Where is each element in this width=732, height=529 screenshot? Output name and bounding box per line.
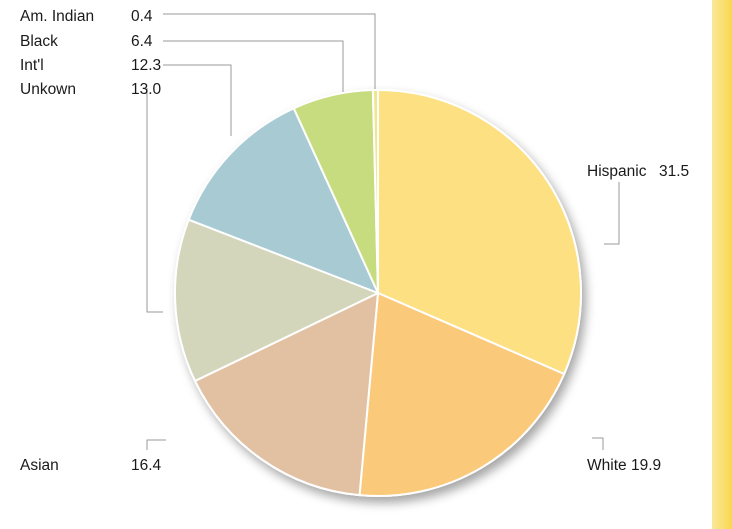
- value-black: 6.4: [131, 33, 153, 50]
- pie-slice-unkown: [174, 218, 379, 382]
- label-hispanic: Hispanic: [587, 163, 647, 180]
- leader-line-hispanic: [604, 182, 620, 245]
- accent-stripe: [712, 0, 732, 529]
- label-white: White: [587, 457, 627, 474]
- leader-line-white: [592, 437, 604, 450]
- leader-line-intl: [163, 64, 232, 136]
- label-black: Black: [20, 33, 58, 50]
- leader-line-unkown: [146, 88, 163, 313]
- label-unkown: Unkown: [20, 81, 76, 98]
- label-asian: Asian: [20, 457, 59, 474]
- pie-slice-asian: [194, 292, 379, 497]
- value-intl: 12.3: [131, 57, 161, 74]
- value-hispanic: 31.5: [659, 163, 689, 180]
- pie-slice-int-l: [187, 107, 379, 294]
- label-intl: Int'l: [20, 57, 44, 74]
- value-am-indian: 0.4: [131, 8, 153, 25]
- leader-line-am-indian: [163, 13, 376, 90]
- pie-slice-am-indian: [371, 88, 379, 294]
- value-white: 19.9: [631, 457, 661, 474]
- pie-slice-hispanic: [377, 89, 582, 375]
- label-am-indian: Am. Indian: [20, 8, 94, 25]
- value-asian: 16.4: [131, 457, 162, 474]
- leader-line-asian: [146, 439, 166, 450]
- value-unkown: 13.0: [131, 81, 162, 98]
- pie-slice-white: [358, 292, 566, 497]
- leader-line-black: [163, 40, 344, 96]
